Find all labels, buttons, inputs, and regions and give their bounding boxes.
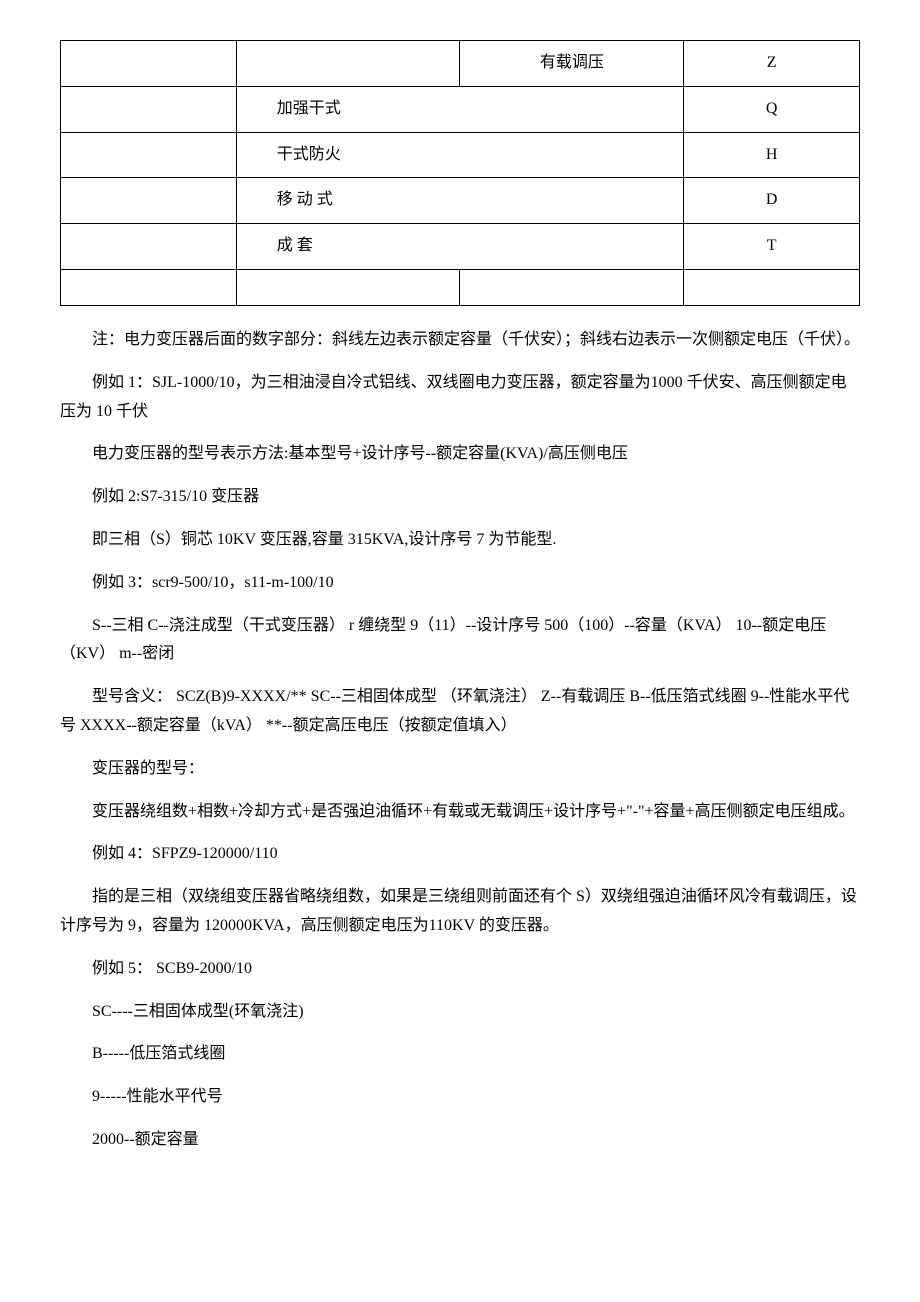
9-explanation: 9-----性能水平代号 bbox=[60, 1083, 860, 1112]
transformer-model-heading: 变压器的型号： bbox=[60, 755, 860, 784]
table-cell bbox=[236, 269, 460, 305]
table-cell: 有载调压 bbox=[460, 41, 684, 87]
example-5-heading: 例如 5： SCB9-2000/10 bbox=[60, 955, 860, 984]
table-cell bbox=[61, 224, 237, 270]
table-cell bbox=[61, 41, 237, 87]
model-meaning-paragraph: 型号含义： SCZ(B)9-XXXX/** SC--三相固体成型 （环氧浇注） … bbox=[60, 683, 860, 741]
example-3-heading: 例如 3：scr9-500/10，s11-m-100/10 bbox=[60, 569, 860, 598]
table-cell: D bbox=[684, 178, 860, 224]
table-cell: 移 动 式 bbox=[236, 178, 683, 224]
transformer-model-format: 变压器绕组数+相数+冷却方式+是否强迫油循环+有载或无载调压+设计序号+"-"+… bbox=[60, 798, 860, 827]
sc-explanation: SC----三相固体成型(环氧浇注) bbox=[60, 998, 860, 1027]
table-row: 移 动 式 D bbox=[61, 178, 860, 224]
table-cell: 干式防火 bbox=[236, 132, 683, 178]
example-3-explanation: S--三相 C--浇注成型（干式变压器） r 缠绕型 9（11）--设计序号 5… bbox=[60, 612, 860, 670]
table-cell bbox=[61, 269, 237, 305]
table-cell bbox=[684, 269, 860, 305]
table-cell: T bbox=[684, 224, 860, 270]
table-cell: 加强干式 bbox=[236, 86, 683, 132]
2000-explanation: 2000--额定容量 bbox=[60, 1126, 860, 1155]
table-cell: H bbox=[684, 132, 860, 178]
table-cell bbox=[61, 132, 237, 178]
example-4-explanation: 指的是三相（双绕组变压器省略绕组数，如果是三绕组则前面还有个 S）双绕组强迫油循… bbox=[60, 883, 860, 941]
table-row: 有载调压 Z bbox=[61, 41, 860, 87]
table-cell bbox=[61, 86, 237, 132]
example-4-heading: 例如 4：SFPZ9-120000/110 bbox=[60, 840, 860, 869]
transformer-code-table: 有载调压 Z 加强干式 Q 干式防火 H 移 动 式 D 成 套 T bbox=[60, 40, 860, 306]
table-row bbox=[61, 269, 860, 305]
table-cell: Q bbox=[684, 86, 860, 132]
table-row: 干式防火 H bbox=[61, 132, 860, 178]
table-row: 加强干式 Q bbox=[61, 86, 860, 132]
table-cell: 成 套 bbox=[236, 224, 683, 270]
table-cell: Z bbox=[684, 41, 860, 87]
table-cell bbox=[61, 178, 237, 224]
example-1-paragraph: 例如 1：SJL-1000/10，为三相油浸自冷式铝线、双线圈电力变压器，额定容… bbox=[60, 369, 860, 427]
table-row: 成 套 T bbox=[61, 224, 860, 270]
table-cell bbox=[236, 41, 460, 87]
example-2-heading: 例如 2:S7-315/10 变压器 bbox=[60, 483, 860, 512]
example-2-explanation: 即三相（S）铜芯 10KV 变压器,容量 315KVA,设计序号 7 为节能型. bbox=[60, 526, 860, 555]
model-format-paragraph: 电力变压器的型号表示方法:基本型号+设计序号--额定容量(KVA)/高压侧电压 bbox=[60, 440, 860, 469]
b-explanation: B-----低压箔式线圈 bbox=[60, 1040, 860, 1069]
table-cell bbox=[460, 269, 684, 305]
note-paragraph: 注：电力变压器后面的数字部分：斜线左边表示额定容量（千伏安）；斜线右边表示一次侧… bbox=[60, 326, 860, 355]
